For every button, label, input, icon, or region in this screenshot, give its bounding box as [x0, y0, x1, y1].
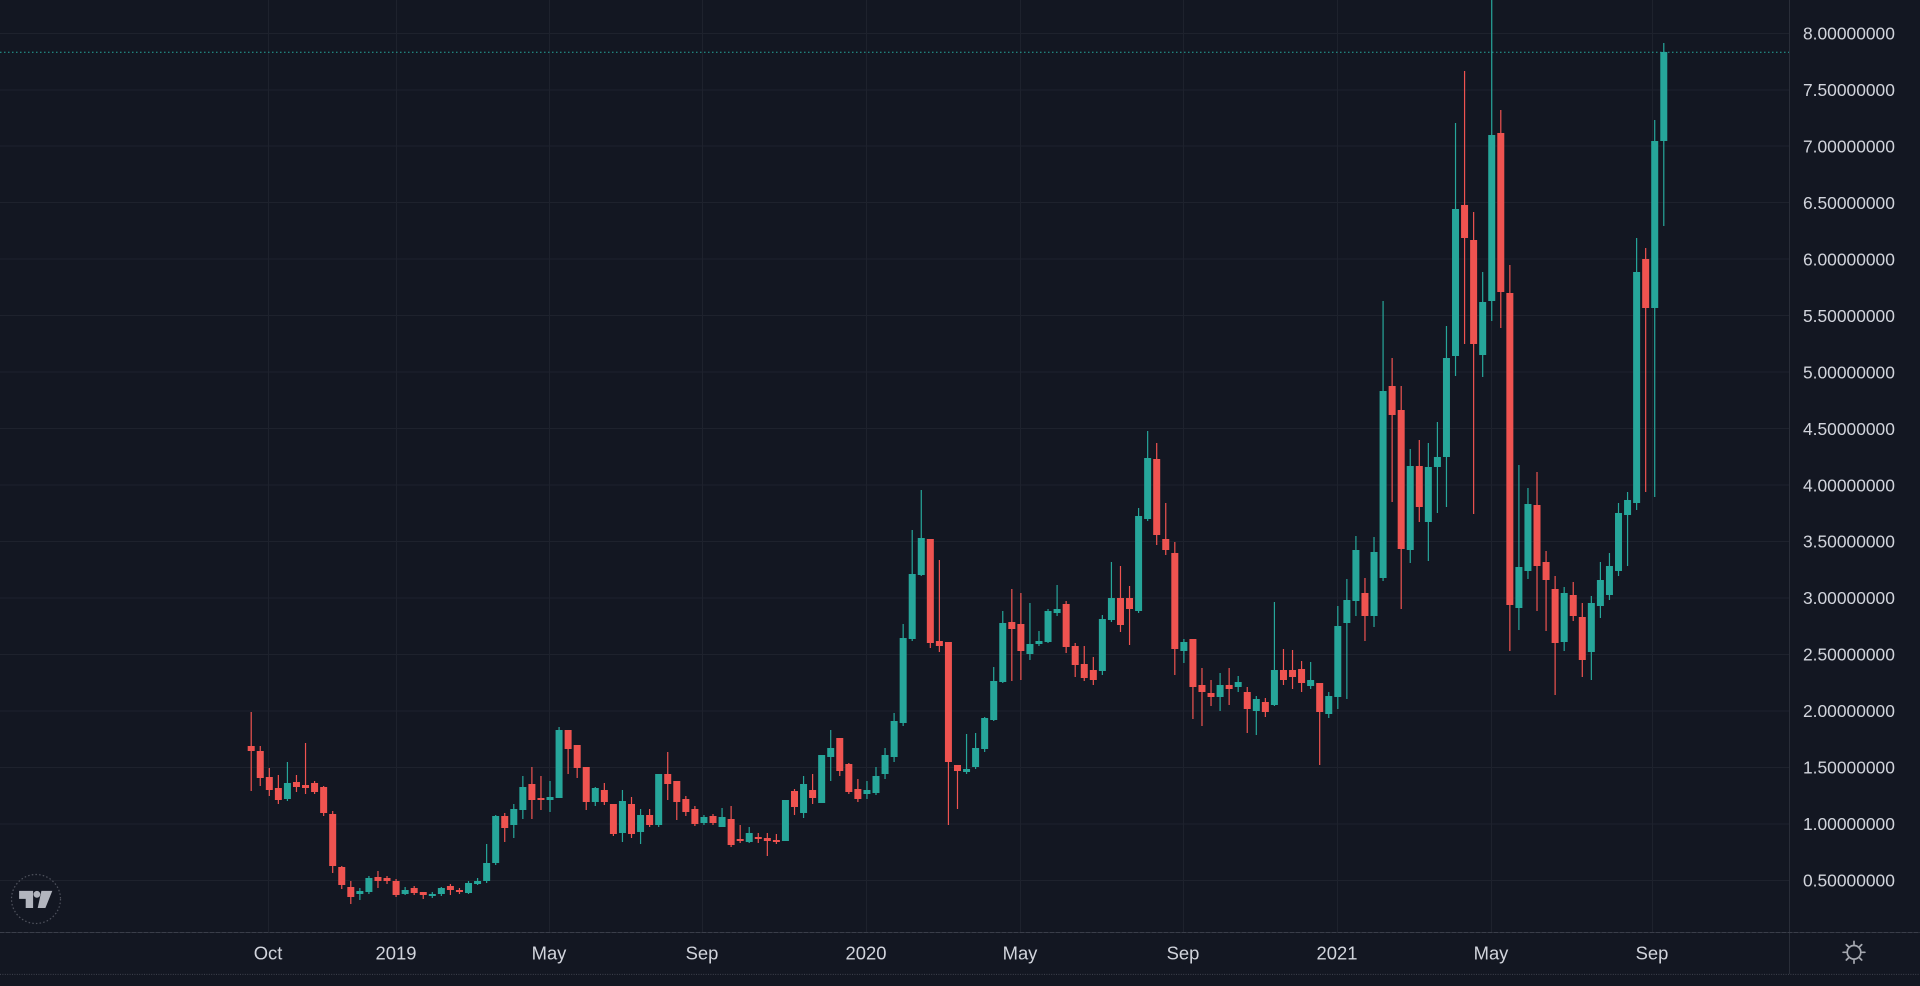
svg-text:3.50000000: 3.50000000	[1803, 532, 1895, 552]
svg-text:May: May	[1003, 943, 1039, 964]
svg-text:5.00000000: 5.00000000	[1803, 362, 1895, 382]
svg-text:4.00000000: 4.00000000	[1803, 475, 1895, 495]
svg-text:1.50000000: 1.50000000	[1803, 758, 1895, 778]
svg-text:May: May	[532, 943, 568, 964]
svg-text:2020: 2020	[846, 943, 887, 964]
svg-text:7.50000000: 7.50000000	[1803, 80, 1895, 100]
svg-text:Oct: Oct	[254, 943, 283, 964]
svg-text:4.50000000: 4.50000000	[1803, 419, 1895, 439]
svg-text:1.00000000: 1.00000000	[1803, 814, 1895, 834]
svg-text:May: May	[1474, 943, 1510, 964]
svg-text:Sep: Sep	[686, 943, 719, 964]
svg-text:3.00000000: 3.00000000	[1803, 588, 1895, 608]
svg-text:6.00000000: 6.00000000	[1803, 249, 1895, 269]
svg-text:2.00000000: 2.00000000	[1803, 701, 1895, 721]
svg-text:7.00000000: 7.00000000	[1803, 136, 1895, 156]
svg-text:5.50000000: 5.50000000	[1803, 306, 1895, 326]
svg-text:2021: 2021	[1317, 943, 1358, 964]
svg-text:Sep: Sep	[1636, 943, 1669, 964]
svg-text:8.00000000: 8.00000000	[1803, 24, 1895, 44]
svg-text:2.50000000: 2.50000000	[1803, 645, 1895, 665]
svg-text:2019: 2019	[376, 943, 417, 964]
svg-text:0.50000000: 0.50000000	[1803, 871, 1895, 891]
svg-text:Sep: Sep	[1167, 943, 1200, 964]
svg-text:6.50000000: 6.50000000	[1803, 193, 1895, 213]
